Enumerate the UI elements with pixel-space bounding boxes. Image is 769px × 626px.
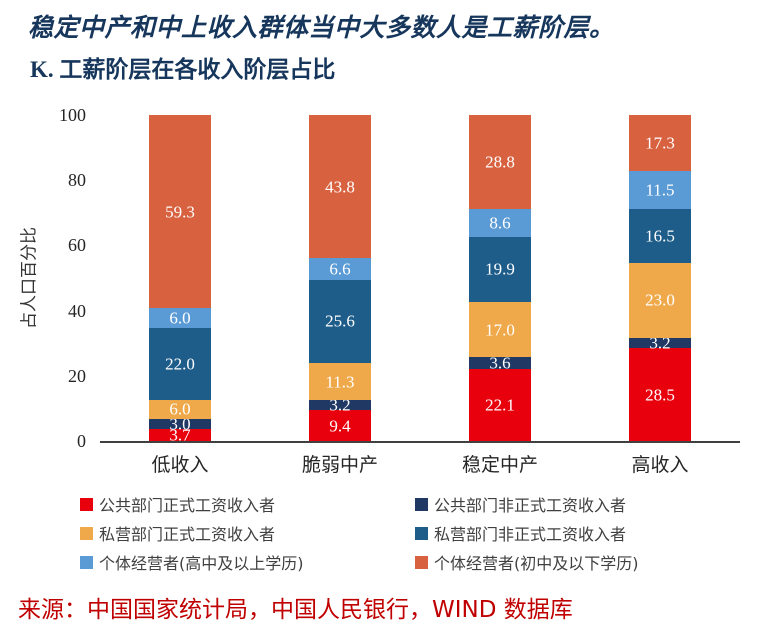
bar-segment-value: 8.6 — [489, 213, 511, 233]
bar-segment: 22.1 — [469, 368, 531, 441]
y-tick-label: 40 — [68, 300, 86, 321]
bar-segment-value: 6.0 — [169, 308, 191, 328]
legend-label: 个体经营者(高中及以上学历) — [99, 554, 304, 573]
legend-label: 私营部门正式工资收入者 — [99, 525, 276, 544]
legend-swatch — [80, 555, 93, 569]
bar-segment: 28.8 — [469, 115, 531, 209]
y-tick-label: 20 — [68, 365, 86, 386]
x-category-label: 高收入 — [631, 454, 689, 476]
bar-segment-value: 59.3 — [165, 202, 195, 222]
bar-segment: 22.0 — [149, 327, 211, 400]
legend-swatch — [80, 526, 93, 540]
bar-segment-value: 6.6 — [329, 259, 351, 279]
x-category-label: 脆弱中产 — [301, 454, 378, 476]
bar-segment-value: 16.5 — [645, 226, 675, 246]
legend-item: 公共部门正式工资收入者 — [80, 492, 415, 516]
x-category-label: 低收入 — [151, 454, 209, 476]
bar-segment-value: 28.5 — [645, 385, 675, 405]
legend-label: 公共部门非正式工资收入者 — [434, 496, 627, 515]
bar-segment: 6.0 — [149, 308, 211, 328]
legend: 公共部门正式工资收入者 公共部门非正式工资收入者私营部门正式工资收入者 私营部门非正… — [80, 492, 740, 574]
bar-segment-value: 22.0 — [165, 354, 195, 374]
y-tick-label: 100 — [59, 105, 86, 125]
bar-segment: 17.3 — [629, 115, 691, 172]
bar-segment: 3.7 — [149, 425, 211, 445]
bar-segment: 9.4 — [309, 410, 371, 441]
bar-segment: 28.5 — [629, 348, 691, 441]
bar-segment: 6.6 — [309, 258, 371, 280]
bar-segment-value: 3.7 — [169, 425, 191, 445]
bar-segment: 11.5 — [629, 171, 691, 209]
stacked-bar: 3.7 3.0 6.0 22.0 6.0 59.3 — [149, 115, 211, 445]
chart-subtitle: K. 工薪阶层在各收入阶层占比 — [30, 57, 336, 82]
bar-segment: 6.0 — [149, 399, 211, 420]
legend-swatch — [80, 497, 93, 511]
bar-segment: 3.2 — [309, 397, 371, 414]
x-axis-labels: 低收入 脆弱中产 稳定中产 高收入 — [100, 450, 740, 477]
bar-segment-value: 28.8 — [485, 152, 515, 172]
bar-segment-value: 17.0 — [485, 320, 515, 340]
stacked-bar: 22.1 3.6 17.0 19.9 8.6 28.8 — [469, 115, 531, 441]
legend-swatch — [415, 526, 428, 540]
bar-segment: 43.8 — [309, 115, 371, 259]
bar-segment: 16.5 — [629, 208, 691, 263]
legend-label: 私营部门非正式工资收入者 — [434, 525, 627, 544]
bar-segment-value: 17.3 — [645, 133, 675, 153]
bar-segment: 23.0 — [629, 262, 691, 338]
bar-segment-value: 25.6 — [325, 311, 355, 331]
y-axis-ticks: 0 20 40 60 80 100 — [52, 106, 92, 450]
bar-segment: 3.2 — [629, 334, 691, 351]
bar-segment: 11.3 — [309, 363, 371, 400]
bar-segment: 25.6 — [309, 279, 371, 364]
bar-segment-value: 19.9 — [485, 259, 515, 279]
legend-item: 个体经营者(初中及以下学历) — [415, 550, 740, 574]
legend-swatch — [415, 555, 428, 569]
y-tick-label: 80 — [68, 170, 86, 191]
source-note: 来源：中国国家统计局，中国人民银行，WIND 数据库 — [18, 597, 573, 623]
y-tick-label: 60 — [68, 235, 86, 256]
bar-segment: 17.0 — [469, 301, 531, 358]
bar-segment-value: 11.3 — [325, 372, 355, 392]
bar-segment-value: 9.4 — [329, 416, 351, 436]
chart-title: 稳定中产和中上收入群体当中大多数人是工薪阶层。 — [28, 13, 615, 42]
bar-segment-value: 43.8 — [325, 177, 355, 197]
x-category-label: 稳定中产 — [461, 454, 538, 476]
bar-segment: 59.3 — [149, 115, 211, 309]
stacked-bar: 28.5 3.2 23.0 16.5 11.5 17.3 — [629, 115, 691, 441]
bar-segment-value: 11.5 — [645, 180, 675, 200]
bar-segment: 8.6 — [469, 208, 531, 237]
legend-item: 公共部门非正式工资收入者 — [415, 492, 740, 516]
legend-item: 个体经营者(高中及以上学历) — [80, 550, 415, 574]
legend-swatch — [415, 497, 428, 511]
y-axis-title: 占人口百分比 — [19, 227, 40, 329]
bar-segment-value: 23.0 — [645, 290, 675, 310]
plot-area: 3.7 3.0 6.0 22.0 6.0 59.3 9.4 3.2 11.3 25.6 6.6 43.… — [100, 115, 740, 443]
bar-segment: 3.0 — [149, 416, 211, 433]
legend-label: 个体经营者(初中及以下学历) — [434, 554, 639, 573]
bar-segment: 19.9 — [469, 236, 531, 302]
legend-label: 公共部门正式工资收入者 — [99, 496, 276, 515]
bar-segment-value: 22.1 — [485, 395, 515, 415]
legend-item: 私营部门正式工资收入者 — [80, 521, 415, 545]
y-tick-label: 0 — [77, 431, 86, 451]
bar-segment-value: 6.0 — [169, 399, 191, 419]
stacked-bar: 9.4 3.2 11.3 25.6 6.6 43.8 — [309, 115, 371, 441]
bar-segment: 3.6 — [469, 355, 531, 372]
legend-item: 私营部门非正式工资收入者 — [415, 521, 740, 545]
